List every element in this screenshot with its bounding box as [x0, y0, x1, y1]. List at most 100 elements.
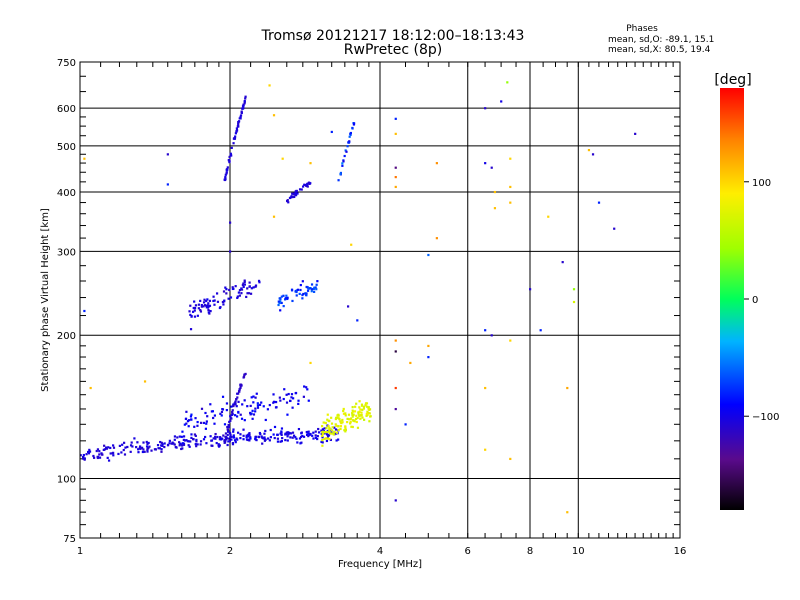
data-point: [196, 443, 199, 446]
data-point: [225, 292, 228, 295]
data-point: [302, 435, 306, 438]
data-point: [566, 386, 569, 390]
data-point: [344, 414, 347, 417]
data-point: [268, 403, 271, 407]
data-point: [332, 433, 335, 436]
data-point: [227, 159, 231, 162]
data-point: [335, 439, 338, 442]
data-point: [349, 421, 352, 424]
data-point: [279, 440, 282, 443]
data-point: [117, 452, 120, 456]
data-point: [209, 435, 212, 438]
data-point: [219, 436, 222, 439]
data-point: [272, 215, 276, 218]
data-point: [344, 412, 347, 415]
data-point: [244, 95, 247, 98]
data-point: [249, 404, 252, 408]
data-point: [321, 438, 324, 442]
data-point: [252, 401, 255, 404]
data-point: [166, 444, 170, 447]
data-point: [330, 431, 333, 434]
data-point: [109, 446, 112, 450]
data-point: [269, 428, 272, 432]
data-point: [273, 425, 277, 429]
data-point: [323, 430, 326, 434]
data-point: [95, 449, 98, 453]
data-point: [344, 149, 347, 152]
data-point: [254, 410, 257, 413]
data-point: [232, 430, 235, 433]
data-point: [216, 435, 219, 439]
data-point: [259, 433, 262, 436]
data-point: [220, 410, 224, 414]
data-point: [238, 390, 241, 393]
data-point: [284, 297, 287, 300]
data-point: [181, 444, 184, 447]
data-point: [324, 421, 327, 425]
data-point: [295, 294, 298, 297]
data-point: [246, 435, 250, 438]
x-tick-label: 2: [227, 546, 233, 557]
data-point: [227, 429, 230, 433]
data-point: [226, 443, 229, 447]
data-point: [256, 404, 260, 407]
data-point: [141, 450, 144, 454]
data-point: [254, 435, 258, 438]
data-point: [109, 452, 112, 455]
data-point: [509, 201, 512, 204]
y-tick-labels: 75 100 200 300 400 500 600 750: [57, 58, 76, 545]
data-point: [346, 417, 349, 420]
data-point: [136, 441, 139, 444]
data-point: [286, 435, 289, 438]
data-point: [235, 415, 239, 418]
data-point: [327, 419, 330, 422]
data-point: [351, 412, 354, 415]
data-point: [280, 295, 283, 298]
data-point: [320, 425, 324, 428]
data-point: [218, 306, 222, 310]
data-point: [98, 456, 102, 459]
data-point: [314, 286, 317, 289]
data-point: [107, 459, 111, 462]
data-point: [356, 416, 359, 420]
data-point: [295, 290, 298, 294]
data-point: [232, 436, 236, 439]
data-point: [327, 434, 330, 438]
data-point: [341, 162, 344, 165]
data-point: [243, 280, 246, 284]
data-point: [309, 287, 312, 290]
data-point: [300, 188, 303, 191]
data-point: [333, 430, 336, 433]
data-point: [190, 436, 193, 440]
data-point: [258, 403, 262, 407]
data-point: [291, 406, 294, 409]
data-point: [509, 157, 512, 160]
data-point: [320, 432, 323, 436]
data-point: [181, 430, 184, 433]
data-point: [254, 437, 257, 440]
data-point: [256, 406, 260, 409]
data-point: [138, 445, 142, 448]
data-point: [310, 288, 314, 291]
data-point: [572, 300, 576, 304]
data-point: [306, 182, 309, 185]
data-point: [242, 428, 245, 431]
data-point: [189, 440, 192, 443]
data-point: [292, 192, 295, 195]
data-point: [335, 431, 339, 434]
data-point: [227, 425, 231, 428]
data-point: [194, 417, 197, 420]
data-point: [320, 429, 323, 432]
data-point: [285, 199, 289, 203]
data-point: [336, 414, 339, 417]
data-point: [88, 450, 92, 453]
data-point: [225, 172, 228, 175]
data-point: [281, 157, 284, 160]
data-point: [178, 441, 181, 444]
data-point: [362, 405, 366, 408]
data-point: [181, 442, 184, 445]
data-point: [225, 288, 228, 291]
data-point: [344, 427, 347, 430]
data-point: [231, 287, 235, 291]
data-point: [189, 304, 192, 307]
